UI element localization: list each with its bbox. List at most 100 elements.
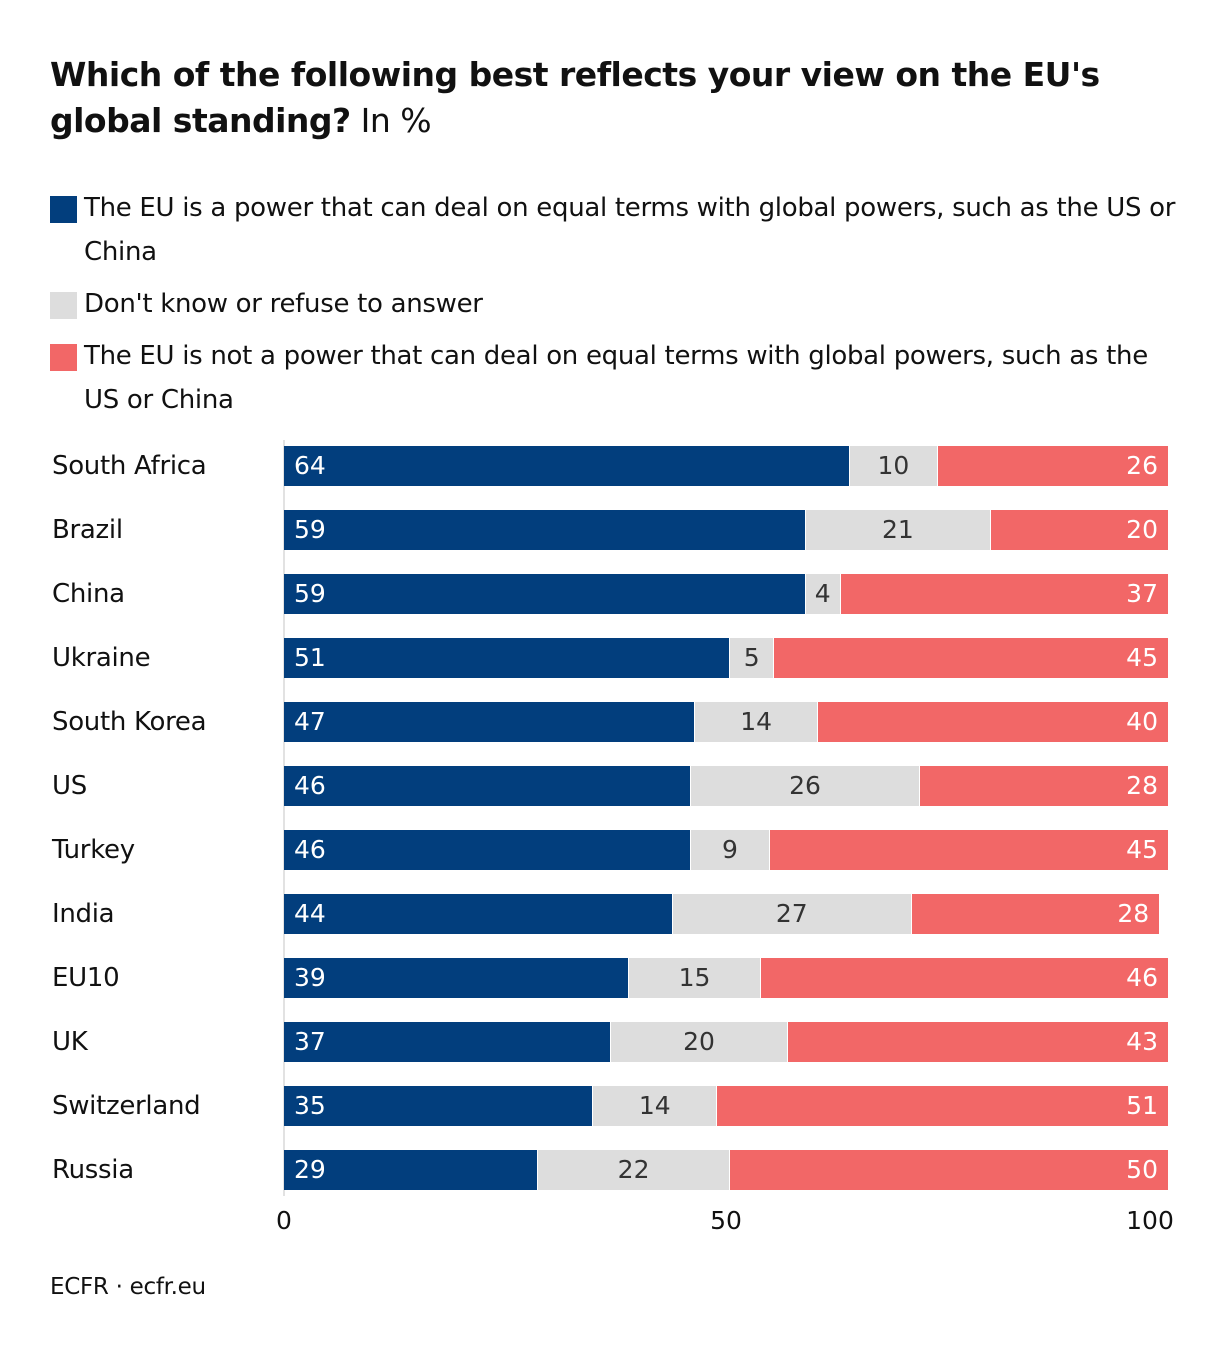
data-label: 29: [294, 1155, 326, 1184]
bar-segment-notequal: 40: [817, 702, 1168, 742]
bar-segment-notequal: 45: [774, 638, 1168, 678]
bar-segment-equal: 59: [284, 510, 805, 550]
row-label: India: [52, 899, 115, 929]
bar-segment-dontknow: 14: [593, 1086, 717, 1126]
data-label: 39: [294, 963, 326, 992]
data-label: 43: [1126, 1027, 1158, 1056]
row-label: UK: [52, 1027, 88, 1057]
bar-segment-notequal: 50: [730, 1150, 1168, 1190]
bar-segment-notequal: 46: [761, 958, 1168, 998]
data-label: 37: [1126, 579, 1158, 608]
legend-swatch-notequal: [50, 344, 77, 371]
row-label: South Africa: [52, 451, 207, 481]
data-label: 59: [294, 579, 326, 608]
data-label: 10: [877, 451, 910, 480]
bar-segment-notequal: 28: [920, 766, 1168, 806]
bar-segment-dontknow: 9: [690, 830, 770, 870]
data-label: 20: [1126, 515, 1158, 544]
legend-swatch-equal: [50, 196, 77, 223]
legend: The EU is a power that can deal on equal…: [50, 186, 1180, 430]
data-label: 15: [678, 963, 711, 992]
row-label: China: [52, 579, 125, 609]
data-label: 59: [294, 515, 326, 544]
row-label: US: [52, 771, 87, 801]
data-label: 27: [775, 899, 808, 928]
bar-segment-notequal: 28: [911, 894, 1160, 934]
source-note: ECFR · ecfr.eu: [50, 1274, 206, 1300]
data-label: 46: [1126, 963, 1158, 992]
data-label: 50: [1126, 1155, 1158, 1184]
data-label: 51: [1126, 1091, 1158, 1120]
bar-segment-notequal: 51: [717, 1086, 1168, 1126]
x-tick: 100: [1126, 1206, 1174, 1235]
bar-segment-equal: 51: [284, 638, 730, 678]
row-label: Switzerland: [52, 1091, 201, 1121]
legend-label: Don't know or refuse to answer: [84, 289, 483, 319]
row-label: South Korea: [52, 707, 207, 737]
bar-segment-equal: 59: [284, 574, 805, 614]
bar-segment-equal: 35: [284, 1086, 593, 1126]
row-label: Turkey: [52, 835, 135, 865]
x-tick: 50: [710, 1206, 742, 1235]
chart-title: Which of the following best reflects you…: [50, 52, 1180, 144]
bar-segment-dontknow: 4: [805, 574, 840, 614]
data-label: 28: [1117, 899, 1150, 928]
data-label: 64: [294, 451, 326, 480]
bar-segment-notequal: 37: [840, 574, 1168, 614]
data-label: 22: [617, 1155, 650, 1184]
data-label: 5: [743, 643, 760, 672]
data-label: 35: [294, 1091, 326, 1120]
bar-segment-equal: 44: [284, 894, 672, 934]
data-label: 20: [683, 1027, 715, 1056]
bar-segment-notequal: 20: [991, 510, 1168, 550]
data-label: 46: [294, 835, 326, 864]
legend-item-notequal: The EU is not a power that can deal on e…: [50, 334, 1180, 422]
bar-segment-equal: 29: [284, 1150, 537, 1190]
data-label: 44: [294, 899, 326, 928]
data-label: 47: [294, 707, 326, 736]
legend-label: The EU is not a power that can deal on e…: [84, 341, 1148, 415]
bar-segment-equal: 46: [284, 766, 690, 806]
row-label: Ukraine: [52, 643, 151, 673]
bar-segment-dontknow: 21: [805, 510, 991, 550]
row-label: Russia: [52, 1155, 134, 1185]
data-label: 4: [814, 579, 831, 608]
row-label: Brazil: [52, 515, 123, 545]
data-label: 14: [740, 707, 773, 736]
legend-label: The EU is a power that can deal on equal…: [84, 193, 1176, 267]
bar-segment-notequal: 45: [770, 830, 1168, 870]
bar-segment-equal: 46: [284, 830, 690, 870]
data-label: 46: [294, 771, 326, 800]
bar-segment-equal: 64: [284, 446, 849, 486]
row-label: EU10: [52, 963, 120, 993]
data-label: 26: [789, 771, 821, 800]
bar-segment-dontknow: 26: [690, 766, 920, 806]
data-label: 45: [1126, 643, 1158, 672]
data-label: 45: [1126, 835, 1158, 864]
bar-segment-dontknow: 10: [849, 446, 938, 486]
bar-segment-equal: 47: [284, 702, 695, 742]
bar-segment-dontknow: 5: [730, 638, 774, 678]
legend-item-dontknow: Don't know or refuse to answer: [50, 282, 1180, 326]
data-label: 37: [294, 1027, 326, 1056]
zero-axis-line: [283, 440, 285, 1196]
title-question: Which of the following best reflects you…: [50, 55, 1100, 140]
data-label: 51: [294, 643, 326, 672]
bar-segment-equal: 37: [284, 1022, 611, 1062]
bar-segment-dontknow: 14: [695, 702, 817, 742]
data-label: 9: [721, 835, 738, 864]
data-label: 21: [881, 515, 914, 544]
data-label: 14: [638, 1091, 671, 1120]
bar-segment-notequal: 26: [938, 446, 1168, 486]
data-label: 40: [1126, 707, 1158, 736]
x-tick: 0: [276, 1206, 292, 1235]
bar-segment-notequal: 43: [787, 1022, 1168, 1062]
data-label: 28: [1126, 771, 1158, 800]
bar-segment-dontknow: 20: [611, 1022, 787, 1062]
bar-segment-dontknow: 15: [628, 958, 761, 998]
legend-swatch-dontknow: [50, 292, 77, 319]
legend-item-equal: The EU is a power that can deal on equal…: [50, 186, 1180, 274]
data-label: 26: [1126, 451, 1158, 480]
bar-segment-dontknow: 27: [672, 894, 911, 934]
